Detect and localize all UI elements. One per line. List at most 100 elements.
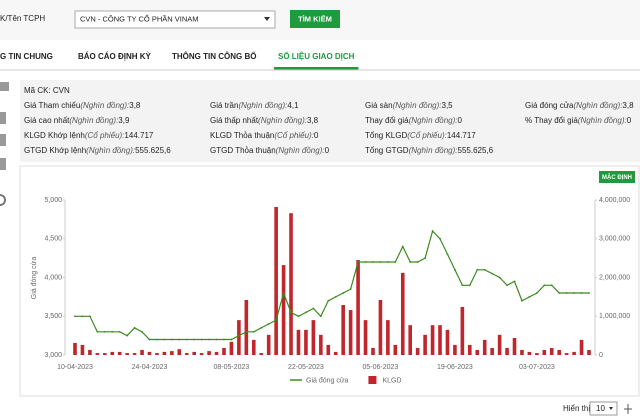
price-point xyxy=(446,253,449,256)
volume-bar xyxy=(423,334,427,355)
volume-bar xyxy=(438,325,442,355)
price-point xyxy=(312,307,315,310)
default-button[interactable] xyxy=(599,171,635,183)
tab[interactable]: BÁO CÁO ĐỊNH KỲ xyxy=(78,52,152,61)
volume-bar xyxy=(557,349,562,355)
price-point xyxy=(558,292,561,294)
sidebar-icon[interactable] xyxy=(0,158,6,170)
x-tick-label: 05-06-2023 xyxy=(363,364,399,371)
price-point xyxy=(237,334,240,337)
y2-tick-label: 1,000,000 xyxy=(599,313,630,320)
x-tick-label: 24-04-2023 xyxy=(132,364,168,371)
summary-item: Giá đóng cửa(Nghìn đồng):3,8 xyxy=(525,101,634,110)
summary-item: GTGD Thỏa thuận(Nghìn đồng):0 xyxy=(210,146,330,155)
sidebar-icon[interactable] xyxy=(0,134,6,146)
price-point xyxy=(200,338,203,341)
volume-bar xyxy=(184,353,189,355)
volume-bar xyxy=(572,351,576,355)
price-point xyxy=(163,338,166,341)
tab[interactable]: THÔNG TIN CÔNG BỐ xyxy=(172,51,256,61)
summary-item: KLGD Thỏa thuận(Cổ phiếu):0 xyxy=(210,131,319,140)
field-value: 555.625,6 xyxy=(135,146,171,155)
price-point xyxy=(401,245,404,248)
dropdown-arrow xyxy=(609,407,613,410)
volume-bar xyxy=(326,344,331,355)
price-point xyxy=(491,272,494,275)
sidebar-icon[interactable] xyxy=(0,112,6,124)
field-value: 4,1 xyxy=(287,101,299,110)
field-label: GTGD Thỏa thuận xyxy=(210,146,276,155)
volume-bar xyxy=(102,353,107,355)
price-point xyxy=(305,311,307,314)
y-tick-label: 3,000 xyxy=(44,352,62,359)
volume-bar xyxy=(199,353,204,355)
y-axis-label: Giá đóng cửa xyxy=(30,257,38,300)
field-unit: (Nghìn đồng): xyxy=(276,146,325,155)
field-value: 3,9 xyxy=(118,116,130,125)
price-point xyxy=(521,299,523,302)
price-point xyxy=(394,261,397,263)
tab[interactable]: SỐ LIỆU GIAO DỊCH xyxy=(278,51,355,61)
legend-label: KLGD xyxy=(382,377,401,384)
volume-bar xyxy=(453,344,457,355)
volume-bar xyxy=(296,329,301,355)
price-point xyxy=(193,338,196,341)
volume-bar xyxy=(475,349,480,355)
price-point xyxy=(141,330,143,333)
company-select[interactable] xyxy=(74,10,276,29)
dropdown-arrow xyxy=(264,17,270,21)
search-button[interactable] xyxy=(290,10,340,28)
volume-bar xyxy=(490,348,494,355)
price-point xyxy=(580,292,583,294)
field-unit: (Nghìn đồng): xyxy=(578,116,627,125)
volume-bar xyxy=(542,349,547,355)
field-label: GTGD Khớp lệnh xyxy=(24,146,86,155)
field-value: 0 xyxy=(314,131,319,140)
summary-item: Giá cao nhất(Nghìn đồng):3,9 xyxy=(24,116,130,125)
field-label: Giá sàn xyxy=(365,101,393,110)
price-point xyxy=(364,261,367,263)
pager-icon[interactable] xyxy=(624,404,632,414)
price-point xyxy=(550,284,553,287)
volume-bar xyxy=(341,305,345,355)
price-point xyxy=(282,292,285,294)
field-value: 3,8 xyxy=(622,101,634,110)
x-tick-label: 03-07-2023 xyxy=(519,364,555,371)
price-point xyxy=(133,326,136,329)
x-tick-label: 19-06-2023 xyxy=(437,364,473,371)
volume-bar xyxy=(535,353,539,355)
volume-bar xyxy=(386,320,390,355)
sidebar-icon[interactable] xyxy=(0,194,6,206)
price-point xyxy=(476,268,479,271)
field-unit: (Nghìn đồng): xyxy=(393,101,442,110)
volume-bar xyxy=(162,351,167,355)
price-point xyxy=(290,311,292,314)
price-point xyxy=(275,319,278,322)
y2-tick-label: 3,000,000 xyxy=(599,236,630,243)
volume-bar xyxy=(400,272,405,355)
tab[interactable]: G TIN CHUNG xyxy=(0,52,53,61)
page-size-select[interactable] xyxy=(589,401,618,416)
field-unit: (Nghìn đồng): xyxy=(574,101,623,110)
legend-label: Giá đóng cửa xyxy=(306,376,349,384)
field-value: 3,5 xyxy=(442,101,454,110)
price-point xyxy=(431,230,434,232)
volume-bar xyxy=(214,351,219,355)
summary-item: Giá trần(Nghìn đồng):4,1 xyxy=(210,101,299,110)
search-button-text: TÌM KIẾM xyxy=(298,13,332,23)
price-point xyxy=(573,292,576,294)
price-point xyxy=(424,257,427,260)
sidebar-icon[interactable] xyxy=(0,82,9,91)
y-tick-label: 5,000 xyxy=(44,197,62,204)
price-point xyxy=(439,237,441,240)
volume-bar xyxy=(170,351,174,355)
y2-tick-label: 4,000,000 xyxy=(599,197,630,204)
company-select-text: CVN - CÔNG TY CỔ PHẦN VINAM xyxy=(80,13,199,23)
price-point xyxy=(342,292,345,294)
volume-bar xyxy=(155,353,159,355)
x-tick-label: 22-05-2023 xyxy=(288,364,324,371)
volume-bar xyxy=(333,351,338,355)
price-point xyxy=(386,261,389,263)
summary-item: Giá thấp nhất(Nghìn đồng):3,8 xyxy=(210,116,319,125)
summary-item: Thay đổi giá(Nghìn đồng):0 xyxy=(365,116,463,125)
